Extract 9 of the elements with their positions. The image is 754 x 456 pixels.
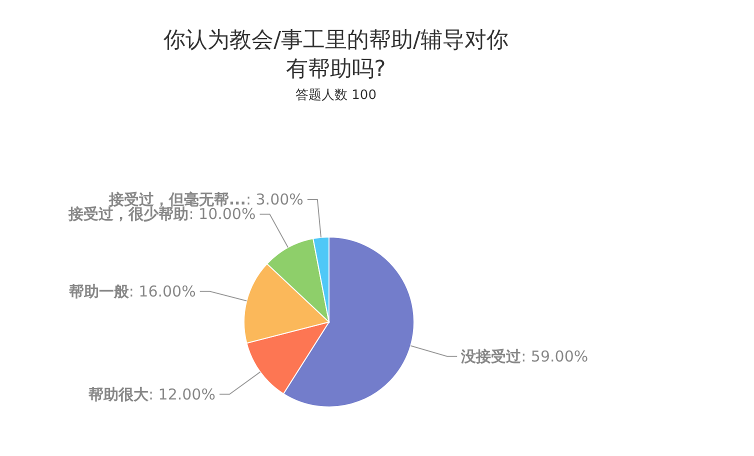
chart-subtitle: 答题人数 100 [294,87,378,104]
slice-label: 接受过，很少帮助 [68,205,189,224]
slice-label: 没接受过 [460,347,522,366]
chart-title: 你认为教会/事工里的帮助/辅导对你有帮助吗? [162,27,510,84]
slice-label: 帮助很大 [87,385,150,404]
slice-label: 帮助一般 [68,282,130,300]
data-label: : 16.00% [128,282,196,300]
data-label: : 59.00% [521,347,588,366]
data-label: : 12.00% [148,385,216,404]
